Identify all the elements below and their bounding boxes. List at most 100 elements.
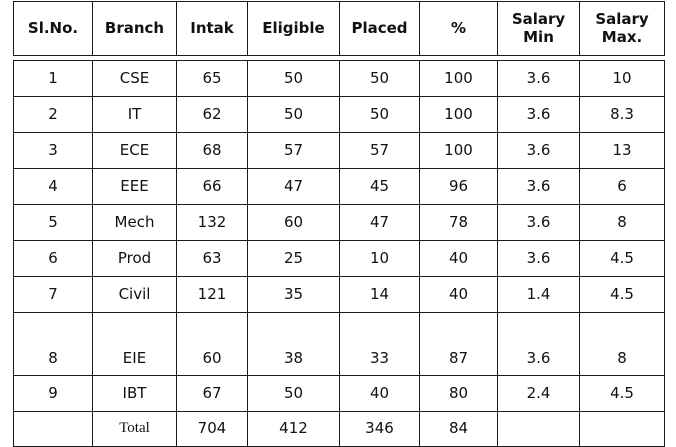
table-row: 1 CSE 65 50 50 100 3.6 10 [13, 60, 665, 97]
cell-salary-max: 4.5 [579, 276, 665, 313]
cell-percent: 100 [419, 132, 498, 169]
total-salary-max [579, 411, 665, 447]
cell-salary-min: 3.6 [497, 168, 580, 205]
cell-eligible: 50 [247, 60, 340, 97]
header-branch: Branch [92, 1, 177, 56]
total-slno [13, 411, 93, 447]
cell-placed: 40 [339, 375, 420, 412]
table-row: 6 Prod 63 25 10 40 3.6 4.5 [13, 240, 665, 277]
cell-branch: Mech [92, 204, 177, 241]
header-row: Sl.No. Branch Intak Eligible Placed % Sa… [13, 1, 665, 56]
cell-placed: 33 [339, 312, 420, 376]
cell-salary-max: 4.5 [579, 375, 665, 412]
header-salary-min: Salary Min [497, 1, 580, 56]
cell-placed: 14 [339, 276, 420, 313]
cell-branch: EEE [92, 168, 177, 205]
cell-salary-min: 2.4 [497, 375, 580, 412]
cell-eligible: 50 [247, 375, 340, 412]
cell-percent: 78 [419, 204, 498, 241]
cell-placed: 47 [339, 204, 420, 241]
cell-branch: Prod [92, 240, 177, 277]
cell-eligible: 50 [247, 96, 340, 133]
total-branch: Total [92, 411, 177, 447]
cell-salary-max: 4.5 [579, 240, 665, 277]
table-row: 5 Mech 132 60 47 78 3.6 8 [13, 204, 665, 241]
cell-intake: 66 [176, 168, 248, 205]
cell-eligible: 38 [247, 312, 340, 376]
table-row: 2 IT 62 50 50 100 3.6 8.3 [13, 96, 665, 133]
cell-branch: IT [92, 96, 177, 133]
total-intake: 704 [176, 411, 248, 447]
cell-slno: 4 [13, 168, 93, 205]
cell-salary-max: 13 [579, 132, 665, 169]
cell-salary-min: 3.6 [497, 96, 580, 133]
cell-salary-max: 10 [579, 60, 665, 97]
cell-intake: 68 [176, 132, 248, 169]
table-body: 1 CSE 65 50 50 100 3.6 10 2 IT 62 50 50 100 3.6 8.3 3 ECE… [13, 60, 665, 447]
cell-slno: 7 [13, 276, 93, 313]
header-placed: Placed [339, 1, 420, 56]
table-row: 8 EIE 60 38 33 87 3.6 8 [13, 312, 665, 376]
cell-intake: 63 [176, 240, 248, 277]
cell-eligible: 57 [247, 132, 340, 169]
cell-slno: 6 [13, 240, 93, 277]
cell-intake: 60 [176, 312, 248, 376]
cell-intake: 62 [176, 96, 248, 133]
placement-table: Sl.No. Branch Intak Eligible Placed % Sa… [13, 1, 665, 447]
cell-percent: 40 [419, 276, 498, 313]
cell-intake: 121 [176, 276, 248, 313]
cell-branch: CSE [92, 60, 177, 97]
cell-placed: 45 [339, 168, 420, 205]
cell-intake: 65 [176, 60, 248, 97]
cell-percent: 40 [419, 240, 498, 277]
cell-salary-min: 3.6 [497, 312, 580, 376]
cell-branch: EIE [92, 312, 177, 376]
cell-salary-max: 8.3 [579, 96, 665, 133]
cell-branch: ECE [92, 132, 177, 169]
cell-slno: 1 [13, 60, 93, 97]
cell-placed: 50 [339, 60, 420, 97]
cell-salary-min: 3.6 [497, 132, 580, 169]
cell-salary-min: 3.6 [497, 204, 580, 241]
cell-intake: 132 [176, 204, 248, 241]
total-percent: 84 [419, 411, 498, 447]
total-salary-min [497, 411, 580, 447]
cell-eligible: 47 [247, 168, 340, 205]
cell-placed: 10 [339, 240, 420, 277]
total-row: Total 704 412 346 84 [13, 411, 665, 447]
cell-slno: 5 [13, 204, 93, 241]
cell-salary-min: 3.6 [497, 240, 580, 277]
header-percent: % [419, 1, 498, 56]
header-eligible: Eligible [247, 1, 340, 56]
cell-slno: 9 [13, 375, 93, 412]
total-eligible: 412 [247, 411, 340, 447]
cell-percent: 87 [419, 312, 498, 376]
cell-percent: 80 [419, 375, 498, 412]
table-row: 9 IBT 67 50 40 80 2.4 4.5 [13, 375, 665, 412]
cell-placed: 50 [339, 96, 420, 133]
header-salary-max: Salary Max. [579, 1, 665, 56]
header-slno: Sl.No. [13, 1, 93, 56]
cell-percent: 100 [419, 96, 498, 133]
cell-branch: IBT [92, 375, 177, 412]
table-row: 4 EEE 66 47 45 96 3.6 6 [13, 168, 665, 205]
cell-eligible: 25 [247, 240, 340, 277]
cell-eligible: 35 [247, 276, 340, 313]
cell-salary-min: 3.6 [497, 60, 580, 97]
cell-percent: 100 [419, 60, 498, 97]
cell-slno: 8 [13, 312, 93, 376]
cell-intake: 67 [176, 375, 248, 412]
cell-eligible: 60 [247, 204, 340, 241]
total-placed: 346 [339, 411, 420, 447]
cell-salary-max: 6 [579, 168, 665, 205]
header-intake: Intak [176, 1, 248, 56]
cell-percent: 96 [419, 168, 498, 205]
cell-salary-max: 8 [579, 312, 665, 376]
cell-branch: Civil [92, 276, 177, 313]
cell-salary-min: 1.4 [497, 276, 580, 313]
cell-slno: 2 [13, 96, 93, 133]
table-row: 7 Civil 121 35 14 40 1.4 4.5 [13, 276, 665, 313]
cell-placed: 57 [339, 132, 420, 169]
cell-salary-max: 8 [579, 204, 665, 241]
cell-slno: 3 [13, 132, 93, 169]
